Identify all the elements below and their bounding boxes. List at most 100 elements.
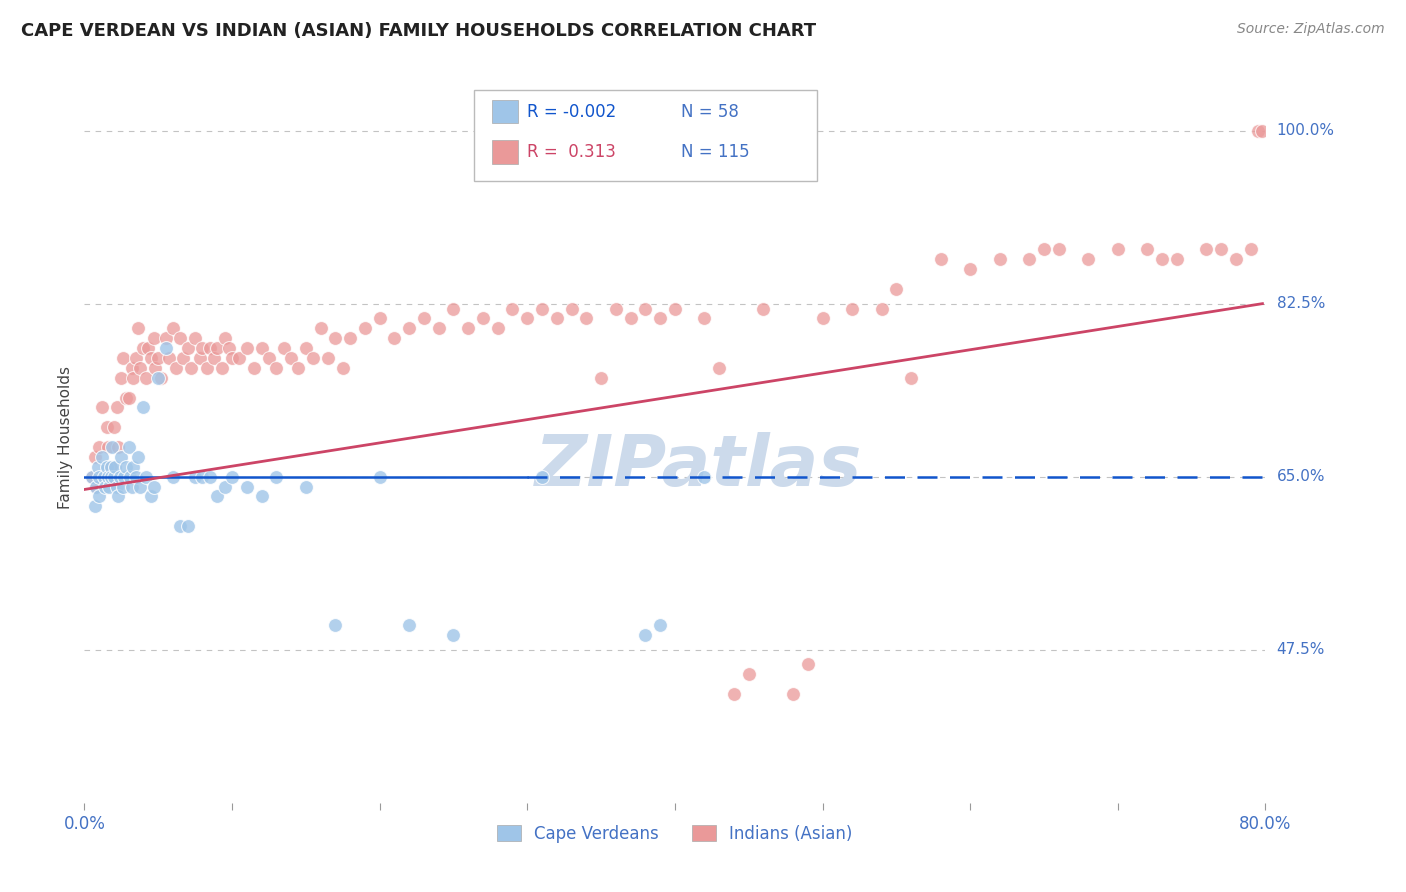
- Point: [650, 311, 672, 326]
- Point: [413, 311, 436, 326]
- Point: [398, 618, 420, 632]
- Point: [693, 311, 716, 326]
- Point: [591, 371, 613, 385]
- Bar: [492, 140, 517, 163]
- Point: [165, 360, 187, 375]
- Point: [198, 469, 221, 483]
- Point: [191, 341, 214, 355]
- Bar: [492, 100, 517, 123]
- Point: [97, 469, 120, 483]
- Point: [96, 420, 118, 434]
- Point: [443, 628, 465, 642]
- Point: [316, 351, 339, 365]
- Point: [1251, 123, 1274, 137]
- Point: [172, 351, 194, 365]
- Y-axis label: Family Households: Family Households: [58, 366, 73, 508]
- Point: [1211, 242, 1233, 256]
- Point: [100, 459, 122, 474]
- Point: [195, 360, 218, 375]
- Point: [127, 450, 149, 464]
- Point: [1150, 252, 1173, 267]
- Point: [135, 469, 157, 483]
- Point: [332, 360, 354, 375]
- Point: [80, 469, 103, 483]
- Point: [650, 618, 672, 632]
- Point: [207, 341, 229, 355]
- Point: [368, 311, 391, 326]
- Point: [221, 351, 243, 365]
- Point: [101, 440, 124, 454]
- Point: [111, 351, 134, 365]
- Point: [900, 371, 922, 385]
- Point: [634, 301, 657, 316]
- Point: [1247, 123, 1270, 137]
- Point: [107, 440, 129, 454]
- Point: [302, 351, 325, 365]
- Point: [354, 321, 377, 335]
- Point: [243, 360, 266, 375]
- Point: [266, 360, 288, 375]
- Point: [105, 401, 128, 415]
- Point: [1107, 242, 1129, 256]
- Point: [125, 351, 148, 365]
- Point: [127, 321, 149, 335]
- Legend: Cape Verdeans, Indians (Asian): Cape Verdeans, Indians (Asian): [491, 818, 859, 849]
- Text: N = 58: N = 58: [681, 103, 738, 120]
- Point: [132, 401, 155, 415]
- Point: [516, 311, 538, 326]
- Text: 65.0%: 65.0%: [1277, 469, 1324, 484]
- Point: [177, 341, 200, 355]
- Point: [86, 459, 108, 474]
- Point: [214, 479, 236, 493]
- Point: [752, 301, 775, 316]
- Point: [97, 440, 120, 454]
- Point: [188, 351, 211, 365]
- Point: [129, 479, 152, 493]
- Text: R =  0.313: R = 0.313: [527, 143, 616, 161]
- Point: [575, 311, 598, 326]
- Point: [1033, 242, 1056, 256]
- Point: [811, 311, 834, 326]
- Point: [83, 450, 105, 464]
- Text: 100.0%: 100.0%: [1277, 123, 1334, 138]
- Point: [105, 479, 128, 493]
- Point: [929, 252, 952, 267]
- Point: [501, 301, 523, 316]
- Point: [211, 360, 233, 375]
- Point: [155, 341, 177, 355]
- Point: [139, 351, 162, 365]
- Text: 82.5%: 82.5%: [1277, 296, 1324, 311]
- Point: [150, 371, 173, 385]
- Point: [103, 420, 125, 434]
- Point: [266, 469, 288, 483]
- Point: [841, 301, 863, 316]
- Point: [121, 479, 143, 493]
- Point: [207, 489, 229, 503]
- Point: [738, 667, 761, 681]
- Point: [886, 282, 908, 296]
- Point: [1195, 242, 1218, 256]
- Point: [382, 331, 406, 345]
- Point: [228, 351, 250, 365]
- Point: [143, 360, 166, 375]
- Point: [84, 479, 107, 493]
- Point: [104, 459, 127, 474]
- Point: [1225, 252, 1247, 267]
- Point: [93, 469, 115, 483]
- Point: [107, 489, 129, 503]
- Point: [472, 311, 495, 326]
- Point: [87, 469, 111, 483]
- Point: [110, 450, 132, 464]
- Point: [135, 371, 157, 385]
- Point: [122, 371, 145, 385]
- Point: [988, 252, 1011, 267]
- Point: [169, 519, 191, 533]
- Text: Source: ZipAtlas.com: Source: ZipAtlas.com: [1237, 22, 1385, 37]
- Point: [184, 469, 207, 483]
- Point: [620, 311, 643, 326]
- Point: [546, 311, 568, 326]
- Point: [1240, 242, 1263, 256]
- Point: [136, 341, 159, 355]
- Point: [84, 479, 107, 493]
- Point: [103, 469, 125, 483]
